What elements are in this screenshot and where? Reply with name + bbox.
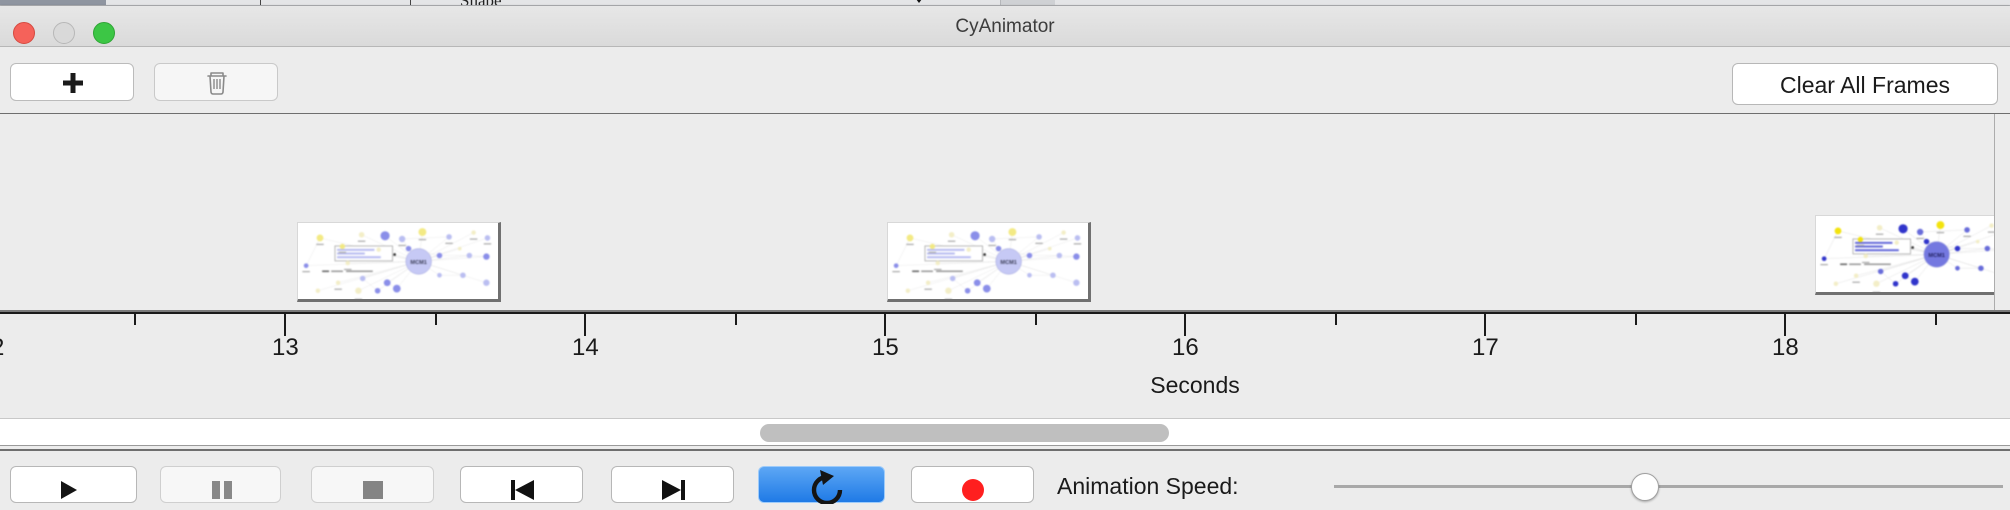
svg-text:MCM1: MCM1 xyxy=(410,260,426,266)
svg-text:MCM1: MCM1 xyxy=(1000,260,1016,266)
svg-text:MCM1: MCM1 xyxy=(1928,253,1944,259)
